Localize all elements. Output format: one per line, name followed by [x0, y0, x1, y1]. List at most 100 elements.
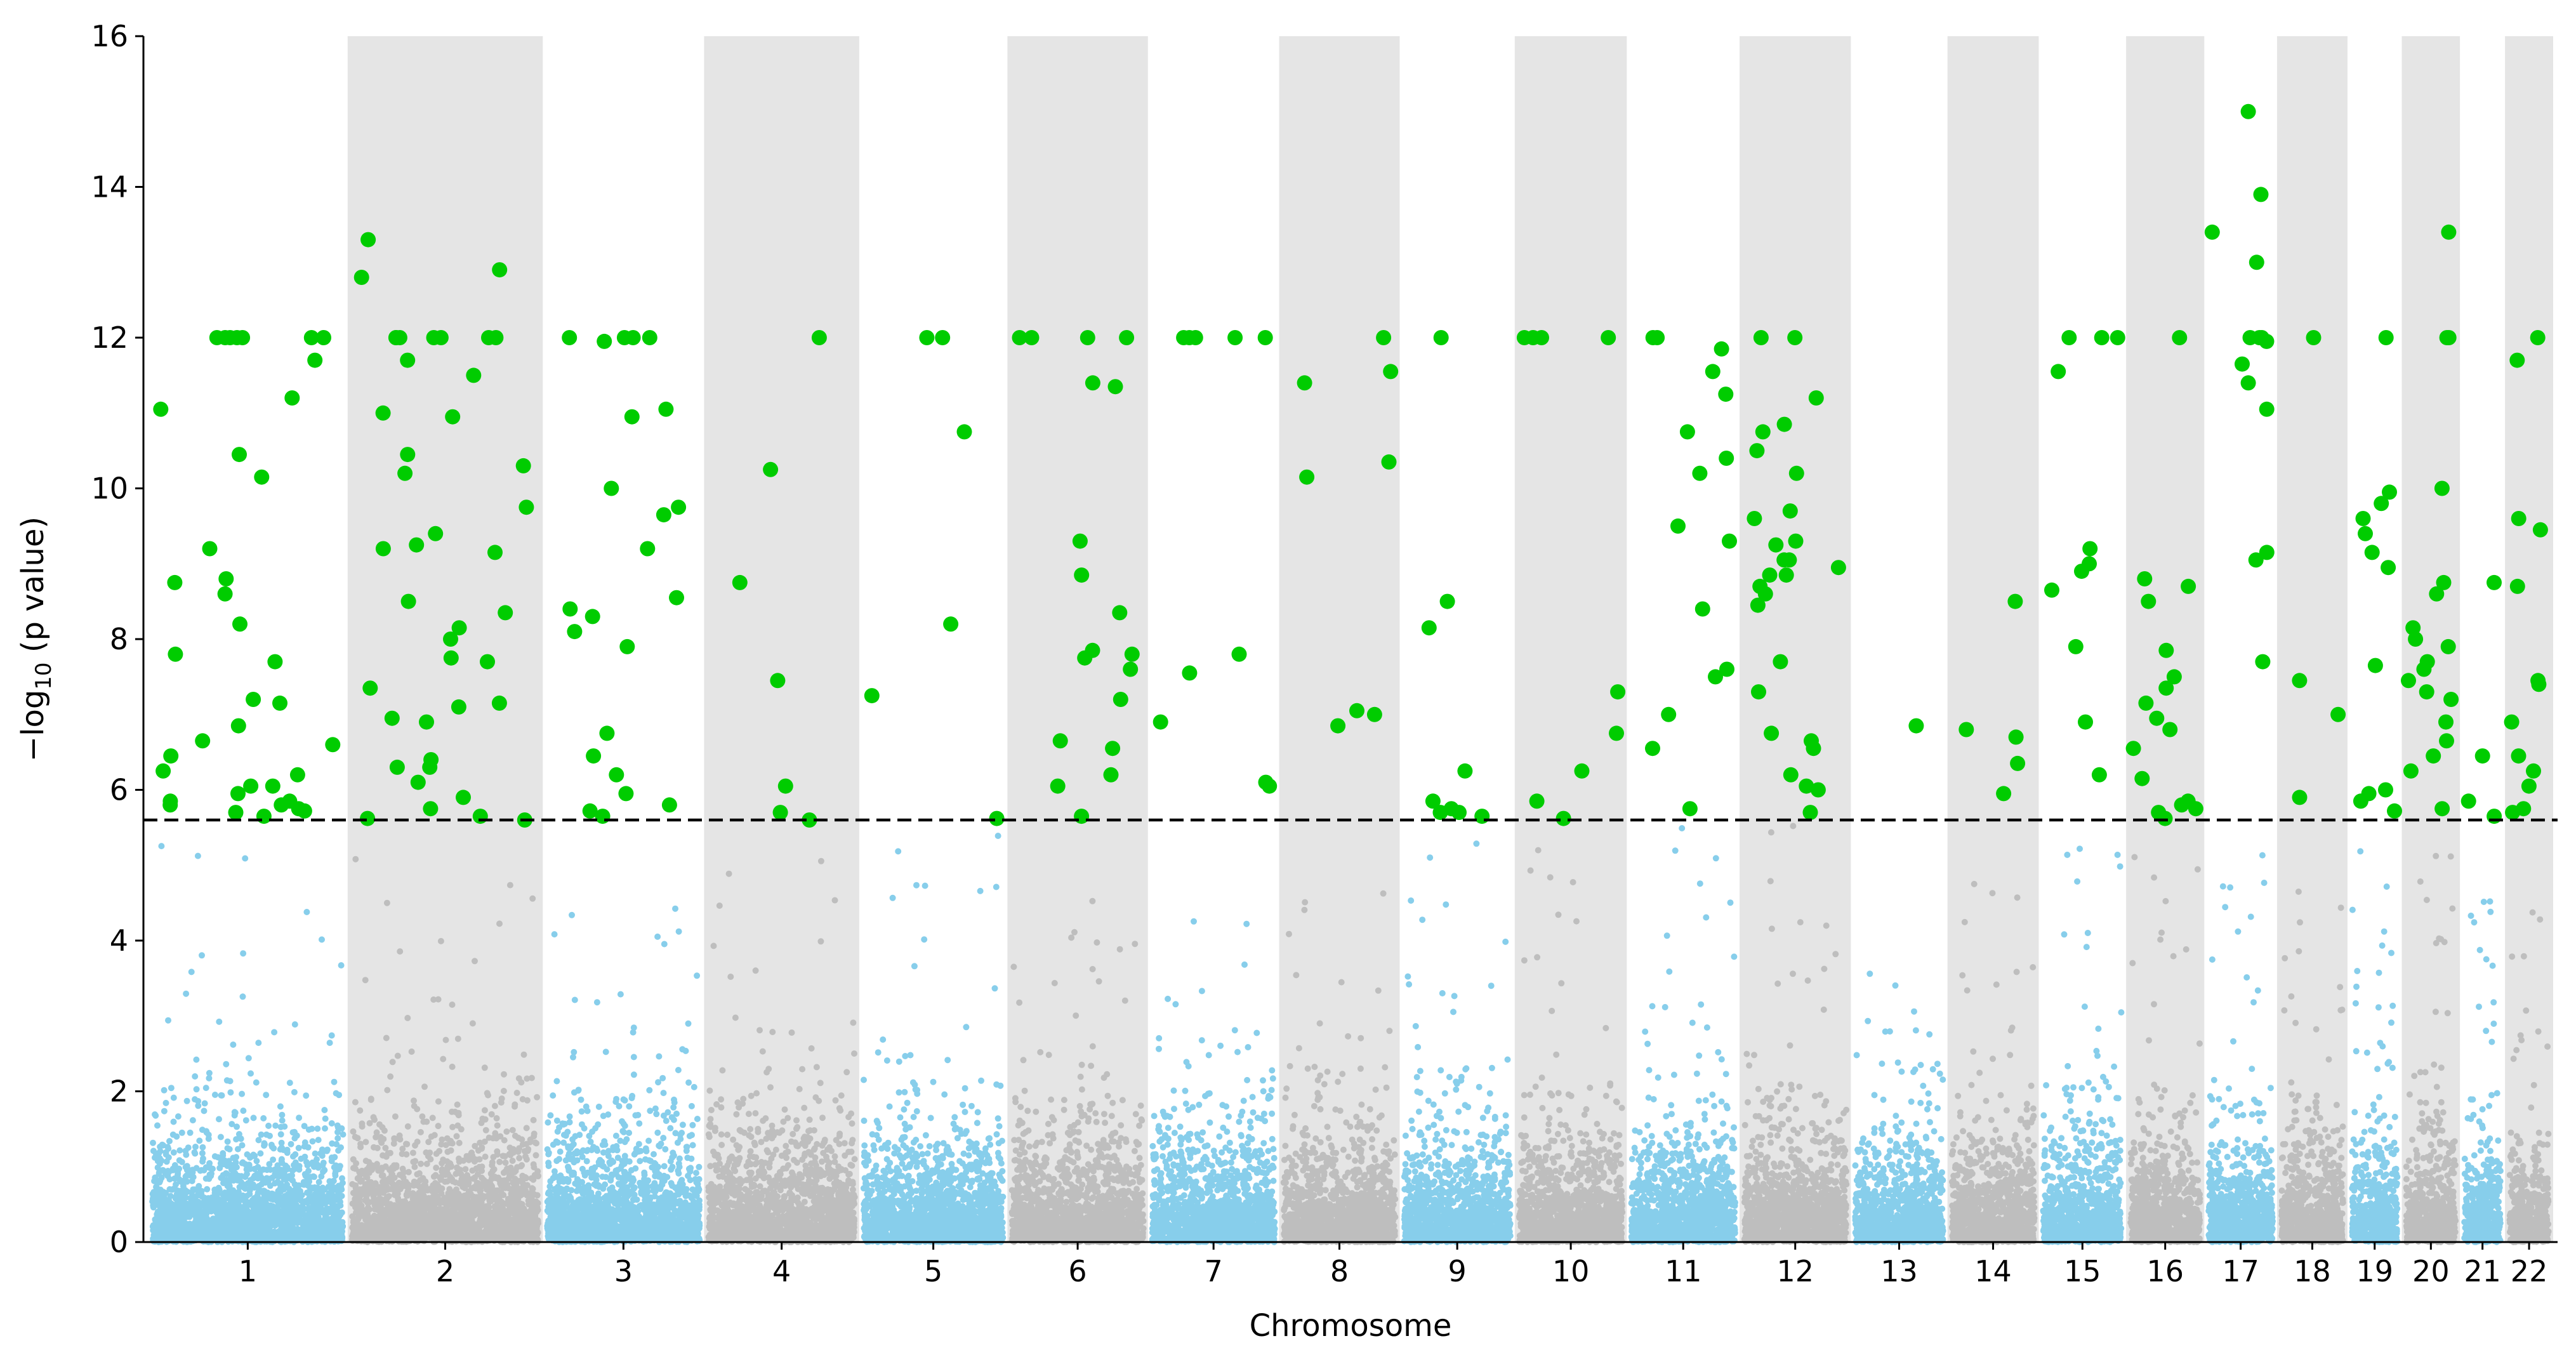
significant-point — [1052, 733, 1068, 749]
significant-point — [456, 790, 471, 805]
significant-point — [443, 631, 458, 647]
significant-point — [2381, 560, 2396, 576]
significant-point — [599, 725, 615, 741]
significant-point — [2460, 793, 2476, 809]
significant-point — [272, 695, 287, 711]
significant-point — [562, 601, 578, 617]
significant-point — [1645, 741, 1660, 757]
significant-point — [586, 748, 602, 764]
significant-point — [1802, 805, 1818, 821]
significant-point — [2330, 706, 2346, 722]
chromosome-band — [1279, 36, 1400, 1242]
significant-point — [770, 673, 786, 689]
significant-point — [2531, 677, 2547, 692]
significant-point — [732, 574, 748, 590]
significant-point — [1692, 465, 1708, 481]
significant-point — [1830, 560, 1846, 576]
significant-point — [1433, 330, 1449, 345]
significant-point — [1749, 443, 1765, 459]
significant-point — [2364, 545, 2380, 560]
significant-point — [1432, 805, 1448, 821]
significant-point — [307, 352, 323, 368]
significant-point — [1516, 330, 1532, 345]
significant-point — [2441, 224, 2457, 240]
x-tick-label: 4 — [772, 1254, 791, 1288]
significant-point — [619, 638, 635, 654]
significant-point — [1080, 330, 1095, 345]
y-axis-title-suffix: (p value) — [15, 517, 51, 663]
significant-point — [671, 499, 687, 515]
significant-point — [443, 650, 459, 666]
significant-point — [1262, 778, 1278, 794]
significant-point — [1421, 620, 1437, 636]
significant-point — [2141, 593, 2157, 609]
significant-point — [289, 767, 305, 783]
significant-point — [1958, 722, 1974, 737]
y-axis-ticks: 0 2 4 6 8 10 12 14 16 — [91, 19, 143, 1259]
significant-point — [1439, 593, 1455, 609]
significant-point — [1799, 778, 1814, 794]
significant-point — [2436, 574, 2452, 590]
significant-point — [1330, 718, 1346, 734]
significant-point — [1601, 330, 1616, 345]
significant-point — [1782, 503, 1798, 519]
chromosome-points — [1516, 847, 1626, 1245]
significant-point — [2511, 511, 2526, 526]
significant-point — [2007, 593, 2023, 609]
significant-point — [282, 793, 298, 809]
significant-point — [2429, 586, 2445, 602]
significant-point — [1764, 725, 1780, 741]
significant-point — [1534, 330, 1549, 345]
significant-point — [2061, 330, 2077, 345]
y-tick-label: 0 — [110, 1225, 128, 1259]
significant-point — [316, 330, 331, 345]
significant-point — [624, 409, 640, 425]
x-tick-label: 12 — [1776, 1254, 1814, 1288]
significant-point — [1349, 703, 1364, 718]
significant-point — [658, 401, 674, 417]
chromosome-points — [2040, 845, 2125, 1245]
significant-point — [1788, 533, 1804, 549]
significant-point — [2051, 364, 2066, 380]
significant-point — [1679, 424, 1695, 440]
significant-point — [2091, 767, 2107, 783]
significant-point — [2125, 741, 2141, 757]
x-tick-label: 20 — [2412, 1254, 2450, 1288]
chromosome-band — [1514, 36, 1627, 1242]
chromosome-points — [2403, 852, 2459, 1245]
significant-point — [1722, 533, 1737, 549]
chromosome-points — [2127, 854, 2203, 1245]
significant-point — [935, 330, 951, 345]
significant-point — [2235, 356, 2250, 372]
significant-point — [2408, 631, 2424, 647]
significant-point — [2509, 352, 2525, 368]
significant-point — [284, 390, 300, 406]
significant-point — [1153, 714, 1168, 730]
significant-point — [375, 405, 391, 421]
chromosome-band — [1007, 36, 1148, 1242]
significant-point — [1788, 465, 1804, 481]
significant-point — [400, 447, 416, 463]
significant-point — [296, 803, 312, 819]
significant-point — [163, 748, 179, 764]
significant-point — [360, 232, 376, 248]
chromosome-band — [2505, 36, 2553, 1242]
significant-point — [1103, 767, 1119, 783]
x-tick-label: 19 — [2356, 1254, 2393, 1288]
significant-point — [1231, 646, 1247, 662]
y-axis-title-subscript: 10 — [31, 662, 56, 689]
significant-point — [162, 797, 178, 813]
significant-point — [2157, 810, 2173, 826]
significant-point — [1113, 692, 1128, 707]
significant-point — [451, 620, 467, 636]
x-tick-label: 17 — [2222, 1254, 2259, 1288]
significant-point — [1474, 809, 1490, 824]
x-tick-label: 6 — [1068, 1254, 1087, 1288]
significant-point — [2255, 654, 2271, 670]
significant-point — [445, 409, 461, 425]
significant-point — [2441, 330, 2457, 345]
significant-point — [2434, 801, 2450, 817]
significant-point — [1556, 810, 1571, 826]
chromosome-points — [1280, 890, 1399, 1245]
